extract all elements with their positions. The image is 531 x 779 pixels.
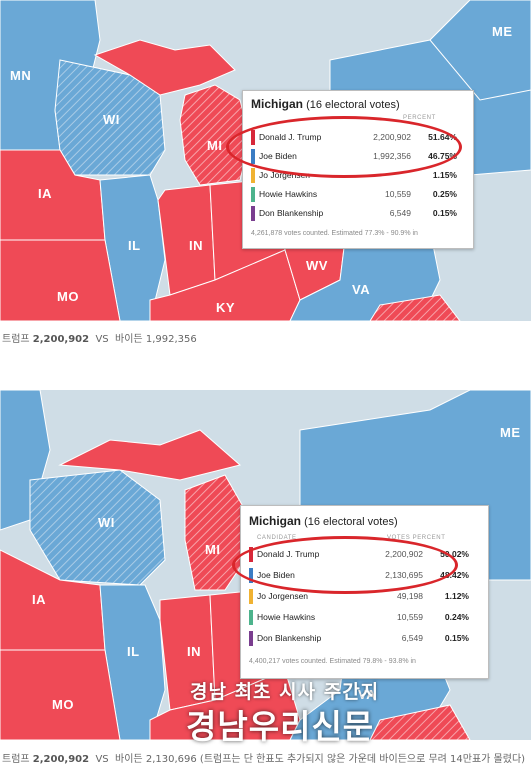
- popup-footer: 4,400,217 votes counted. Estimated 79.8%…: [249, 658, 416, 665]
- hawkins-swatch: [249, 610, 253, 625]
- candidate-row-jorgensen: Jo Jorgensen 49,198 1.12%: [249, 588, 475, 605]
- blankenship-swatch: [251, 206, 255, 221]
- candidate-percent: 1.15%: [432, 170, 457, 180]
- state-label-va: VA: [352, 282, 371, 297]
- state-label-il: IL: [128, 238, 141, 253]
- candidate-votes: 10,559: [397, 612, 423, 622]
- candidate-percent: 0.15%: [444, 633, 469, 643]
- caption-vs: VS: [95, 754, 109, 765]
- highlight-oval-1: [226, 116, 462, 178]
- popup-electoral-votes: (16 electoral votes): [306, 99, 400, 111]
- candidate-percent: 50.02%: [440, 549, 469, 559]
- caption-2: 트럼프 2,200,902 VS 바이든 2,130,696 (트럼프는 단 한…: [2, 752, 528, 768]
- watermark-tagline: 경남 최초 시사 주간지: [190, 681, 380, 703]
- state-label-il: IL: [127, 644, 140, 659]
- candidate-name: Jo Jorgensen: [257, 591, 309, 601]
- candidate-percent: 0.25%: [432, 189, 457, 199]
- state-label-va: VA: [358, 687, 377, 702]
- state-label-mn: MN: [10, 68, 32, 83]
- state-label-ia: IA: [38, 186, 52, 201]
- candidate-votes: 10,559: [385, 189, 411, 199]
- caption-trump-votes: 2,200,902: [32, 334, 90, 345]
- candidate-percent: 1.12%: [444, 591, 469, 601]
- jorgensen-swatch: [249, 589, 253, 604]
- state-label-in: IN: [189, 238, 203, 253]
- candidate-votes: 49,198: [397, 591, 423, 601]
- popup-footer: 4,261,878 votes counted. Estimated 77.3%…: [251, 230, 418, 237]
- state-label-me: ME: [492, 24, 513, 39]
- candidate-row-blankenship: Don Blankenship 6,549 0.15%: [249, 630, 475, 647]
- caption-1: 트럼프 2,200,902 VS 바이든 1,992,356: [2, 332, 528, 348]
- candidate-name: Howie Hawkins: [259, 189, 318, 199]
- popup-header-percent: PERCENT: [403, 115, 436, 121]
- state-label-in: IN: [187, 644, 201, 659]
- highlight-oval-2: [232, 536, 458, 594]
- caption-biden-label: 바이든: [115, 334, 143, 345]
- caption-trump-label: 트럼프: [2, 334, 30, 345]
- popup-title: Michigan (16 electoral votes): [249, 514, 398, 528]
- popup-header-percent: VOTES PERCENT: [387, 535, 446, 541]
- state-label-mi: MI: [205, 542, 221, 557]
- candidate-row-jorgensen: Jo Jorgensen 1.15%: [251, 167, 463, 184]
- popup-electoral-votes: (16 electoral votes): [304, 516, 398, 528]
- candidate-name: Don Blankenship: [257, 633, 322, 643]
- watermark-logo-text: 경남우리신문: [186, 707, 375, 746]
- state-label-mo: MO: [52, 697, 74, 712]
- popup-state-name: Michigan: [249, 514, 302, 528]
- popup-state-name: Michigan: [251, 97, 304, 111]
- state-label-me: ME: [500, 425, 521, 440]
- state-label-mi: MI: [207, 138, 223, 153]
- popup-header-candidate: CANDIDATE: [257, 535, 297, 541]
- candidate-percent: 0.24%: [444, 612, 469, 622]
- state-label-wi: WI: [98, 515, 115, 530]
- candidate-votes: 6,549: [389, 208, 411, 218]
- candidate-row-hawkins: Howie Hawkins 10,559 0.25%: [251, 186, 463, 203]
- state-label-ky: KY: [216, 300, 236, 315]
- caption-biden-label: 바이든: [115, 754, 143, 765]
- popup-title: Michigan (16 electoral votes): [251, 97, 400, 111]
- state-label-wv: WV: [306, 258, 328, 273]
- caption-biden-votes: 1,992,356: [145, 334, 197, 345]
- candidate-name: Don Blankenship: [259, 208, 324, 218]
- state-label-wi: WI: [103, 112, 120, 127]
- candidate-name: Howie Hawkins: [257, 612, 316, 622]
- candidate-name: Jo Jorgensen: [259, 170, 311, 180]
- candidate-percent: 0.15%: [432, 208, 457, 218]
- caption-biden-votes: 2,130,696: [145, 754, 197, 765]
- caption-trump-votes: 2,200,902: [32, 754, 90, 765]
- blankenship-swatch: [249, 631, 253, 646]
- candidate-percent: 48.42%: [440, 570, 469, 580]
- state-label-ia: IA: [32, 592, 46, 607]
- election-map-1: MN WI MI IA IL IN MO KY WV VA ME Michiga…: [0, 0, 531, 321]
- caption-vs: VS: [95, 334, 109, 345]
- caption-note: (트럼프는 단 한표도 추가되지 않은 가운데 바이든으로 무려 14만표가 몰…: [199, 754, 526, 765]
- candidate-row-blankenship: Don Blankenship 6,549 0.15%: [251, 205, 463, 222]
- caption-trump-label: 트럼프: [2, 754, 30, 765]
- jorgensen-swatch: [251, 168, 255, 183]
- state-label-mo: MO: [57, 289, 79, 304]
- hawkins-swatch: [251, 187, 255, 202]
- election-map-2: WI MI IA IL IN MO VA ME Michigan (16 ele…: [0, 390, 531, 740]
- candidate-votes: 6,549: [401, 633, 423, 643]
- candidate-row-hawkins: Howie Hawkins 10,559 0.24%: [249, 609, 475, 626]
